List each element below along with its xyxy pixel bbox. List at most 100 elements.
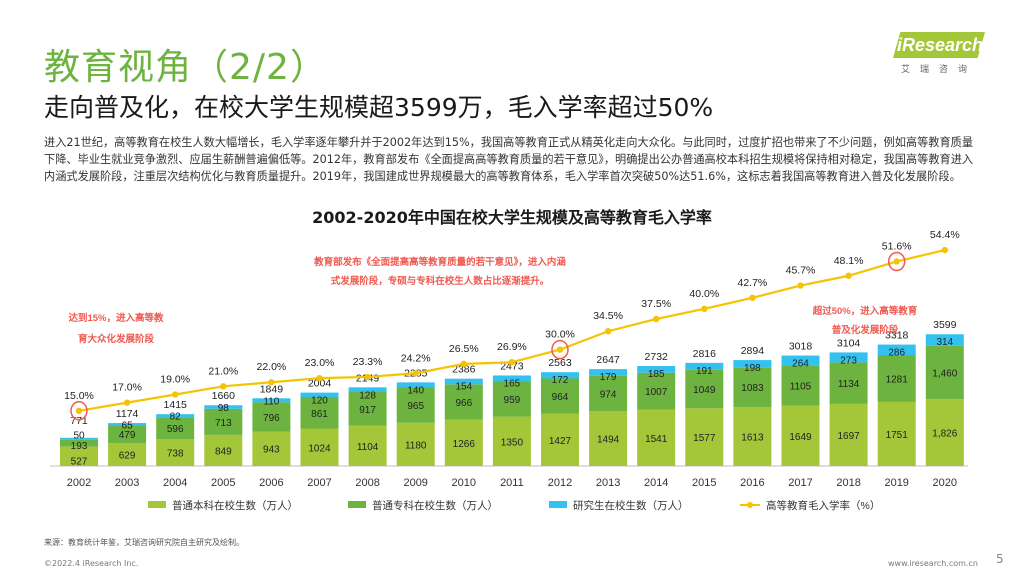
rate-label: 48.1%	[834, 255, 864, 267]
legend-undergrad-swatch	[148, 501, 166, 508]
bar-graduate-2018	[829, 352, 868, 363]
bar-graduate-2004	[156, 414, 195, 418]
value-label-undergrad: 1180	[405, 440, 427, 451]
rate-point-2009	[412, 370, 419, 377]
total-label: 3104	[837, 337, 861, 349]
rate-point-2016	[749, 294, 756, 301]
value-label-undergrad: 629	[119, 450, 136, 461]
bar-junior-college-2009	[396, 387, 435, 423]
value-label-junior-college: 1,460	[932, 368, 957, 379]
bar-undergrad-2006	[252, 431, 291, 466]
rate-point-2006	[268, 379, 275, 386]
value-label-graduate: 185	[648, 369, 665, 380]
value-label-undergrad: 527	[71, 456, 88, 467]
rate-point-2005	[220, 383, 227, 390]
total-label: 2647	[596, 354, 620, 366]
value-label-junior-college: 965	[407, 401, 424, 412]
annotation-text-2002: 达到15%，进入高等教	[68, 312, 164, 324]
bar-junior-college-2007	[300, 397, 339, 429]
legend-undergrad-label: 普通本科在校生数（万人）	[172, 499, 298, 512]
value-label-junior-college: 959	[504, 395, 521, 406]
value-label-graduate: 128	[359, 390, 376, 401]
bar-graduate-2007	[300, 392, 339, 398]
bar-junior-college-2014	[637, 372, 676, 410]
page-subtitle: 走向普及化，在校大学生规模超3599万，毛入学率超过50%	[44, 93, 714, 122]
value-label-undergrad: 1751	[886, 430, 909, 441]
chart-title: 2002-2020年中国在校大学生规模及高等教育毛入学率	[312, 208, 712, 227]
x-tick-label: 2016	[740, 477, 764, 489]
value-label-graduate: 120	[311, 396, 328, 407]
bar-graduate-2019	[877, 344, 916, 356]
highlight-circle-2019	[887, 251, 906, 272]
annotation-text-2012: 式发展阶段，专硕与专科在校生人数占比逐渐提升。	[331, 275, 550, 287]
x-tick-label: 2011	[500, 477, 524, 489]
x-tick-label: 2009	[403, 477, 427, 489]
rate-point-2015	[701, 305, 708, 312]
x-tick-label: 2012	[548, 477, 572, 489]
bar-junior-college-2003	[108, 425, 147, 443]
bar-junior-college-2012	[541, 378, 579, 414]
legend-enrollment-rate-label: 高等教育毛入学率（%）	[766, 499, 880, 512]
bar-graduate-2002	[60, 437, 98, 440]
value-label-graduate: 65	[122, 420, 134, 431]
bar-undergrad-2016	[733, 406, 772, 466]
bar-undergrad-2014	[637, 409, 676, 466]
rate-label: 26.9%	[497, 341, 527, 353]
rate-label: 34.5%	[593, 310, 623, 322]
rate-point-2007	[316, 374, 323, 382]
bar-junior-college-2002	[60, 439, 98, 447]
rate-label: 21.0%	[208, 365, 238, 377]
value-label-junior-college: 917	[359, 405, 376, 416]
total-label: 3018	[789, 341, 813, 353]
legend-junior-college-label: 普通专科在校生数（万人）	[372, 499, 498, 512]
value-label-undergrad: 738	[167, 448, 184, 459]
x-tick-label: 2019	[884, 477, 908, 489]
total-label: 1660	[212, 390, 236, 402]
rate-point-2017	[797, 282, 804, 289]
rate-point-2002	[75, 407, 83, 414]
value-label-junior-college: 974	[600, 389, 617, 400]
page-title: 教育视角（2/2）	[44, 47, 327, 88]
x-tick-label: 2003	[115, 477, 139, 489]
bar-undergrad-2002	[60, 446, 98, 466]
rate-point-2019	[893, 258, 900, 265]
x-tick-label: 2014	[644, 477, 668, 489]
bar-graduate-2017	[781, 355, 820, 366]
source-note: 来源：教育统计年鉴，艾瑞咨询研究院自主研究及绘制。	[44, 538, 244, 547]
value-label-junior-college: 966	[455, 398, 472, 409]
value-label-undergrad: 1104	[357, 442, 379, 453]
bar-graduate-2013	[589, 369, 628, 376]
bar-junior-college-2005	[204, 408, 243, 435]
rate-label: 23.3%	[353, 356, 383, 368]
x-tick-label: 2008	[355, 477, 379, 489]
rate-point-2020	[941, 246, 948, 254]
total-label: 1415	[164, 399, 188, 411]
value-label-graduate: 314	[936, 337, 953, 348]
highlight-circle-2012	[551, 339, 569, 360]
value-label-junior-college: 479	[119, 430, 136, 441]
value-label-undergrad: 1024	[308, 443, 331, 454]
x-tick-label: 2004	[163, 477, 187, 489]
bar-graduate-2010	[444, 378, 483, 385]
total-label: 3318	[885, 330, 909, 342]
value-label-graduate: 264	[792, 359, 809, 370]
rate-label: 45.7%	[786, 265, 816, 277]
bar-undergrad-2003	[108, 442, 147, 466]
value-label-junior-college: 796	[263, 413, 280, 424]
value-label-graduate: 110	[263, 396, 279, 407]
x-tick-label: 2002	[67, 477, 91, 489]
rate-label: 24.2%	[401, 352, 431, 364]
value-label-junior-college: 713	[215, 418, 232, 429]
rate-point-2003	[123, 399, 131, 406]
value-label-graduate: 82	[170, 412, 182, 423]
rate-label: 23.0%	[305, 357, 335, 369]
total-label: 2563	[548, 357, 572, 369]
legend-junior-college-swatch	[348, 501, 366, 508]
value-label-junior-college: 596	[167, 424, 184, 435]
bar-undergrad-2020	[925, 399, 964, 466]
value-label-junior-college: 1281	[886, 374, 909, 385]
rate-label: 30.0%	[545, 329, 575, 341]
value-label-undergrad: 1697	[837, 431, 860, 442]
rate-point-2018	[845, 272, 852, 279]
website: www.iresearch.com.cn	[888, 559, 978, 568]
